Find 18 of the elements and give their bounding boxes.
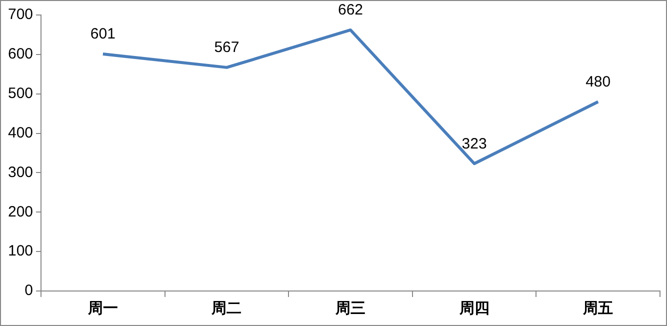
y-tick-label: 300 <box>8 164 34 181</box>
y-tick-label: 600 <box>8 46 34 63</box>
data-label: 567 <box>214 39 240 56</box>
data-label: 662 <box>338 2 364 19</box>
x-tick-label: 周三 <box>334 298 366 317</box>
x-tick-label: 周四 <box>458 298 490 317</box>
x-tick-label: 周五 <box>582 298 614 317</box>
y-tick-label: 200 <box>8 203 34 220</box>
y-tick-label: 100 <box>8 242 34 260</box>
x-tick-label: 周一 <box>86 298 118 317</box>
y-tick-label: 400 <box>8 124 34 142</box>
y-tick-label: 0 <box>24 282 34 300</box>
data-label: 480 <box>586 73 611 90</box>
y-tick-label: 700 <box>8 6 34 24</box>
data-label: 601 <box>90 26 116 43</box>
y-tick-label: 500 <box>8 85 34 102</box>
x-tick-label: 周二 <box>210 298 242 317</box>
data-label: 323 <box>462 135 487 152</box>
